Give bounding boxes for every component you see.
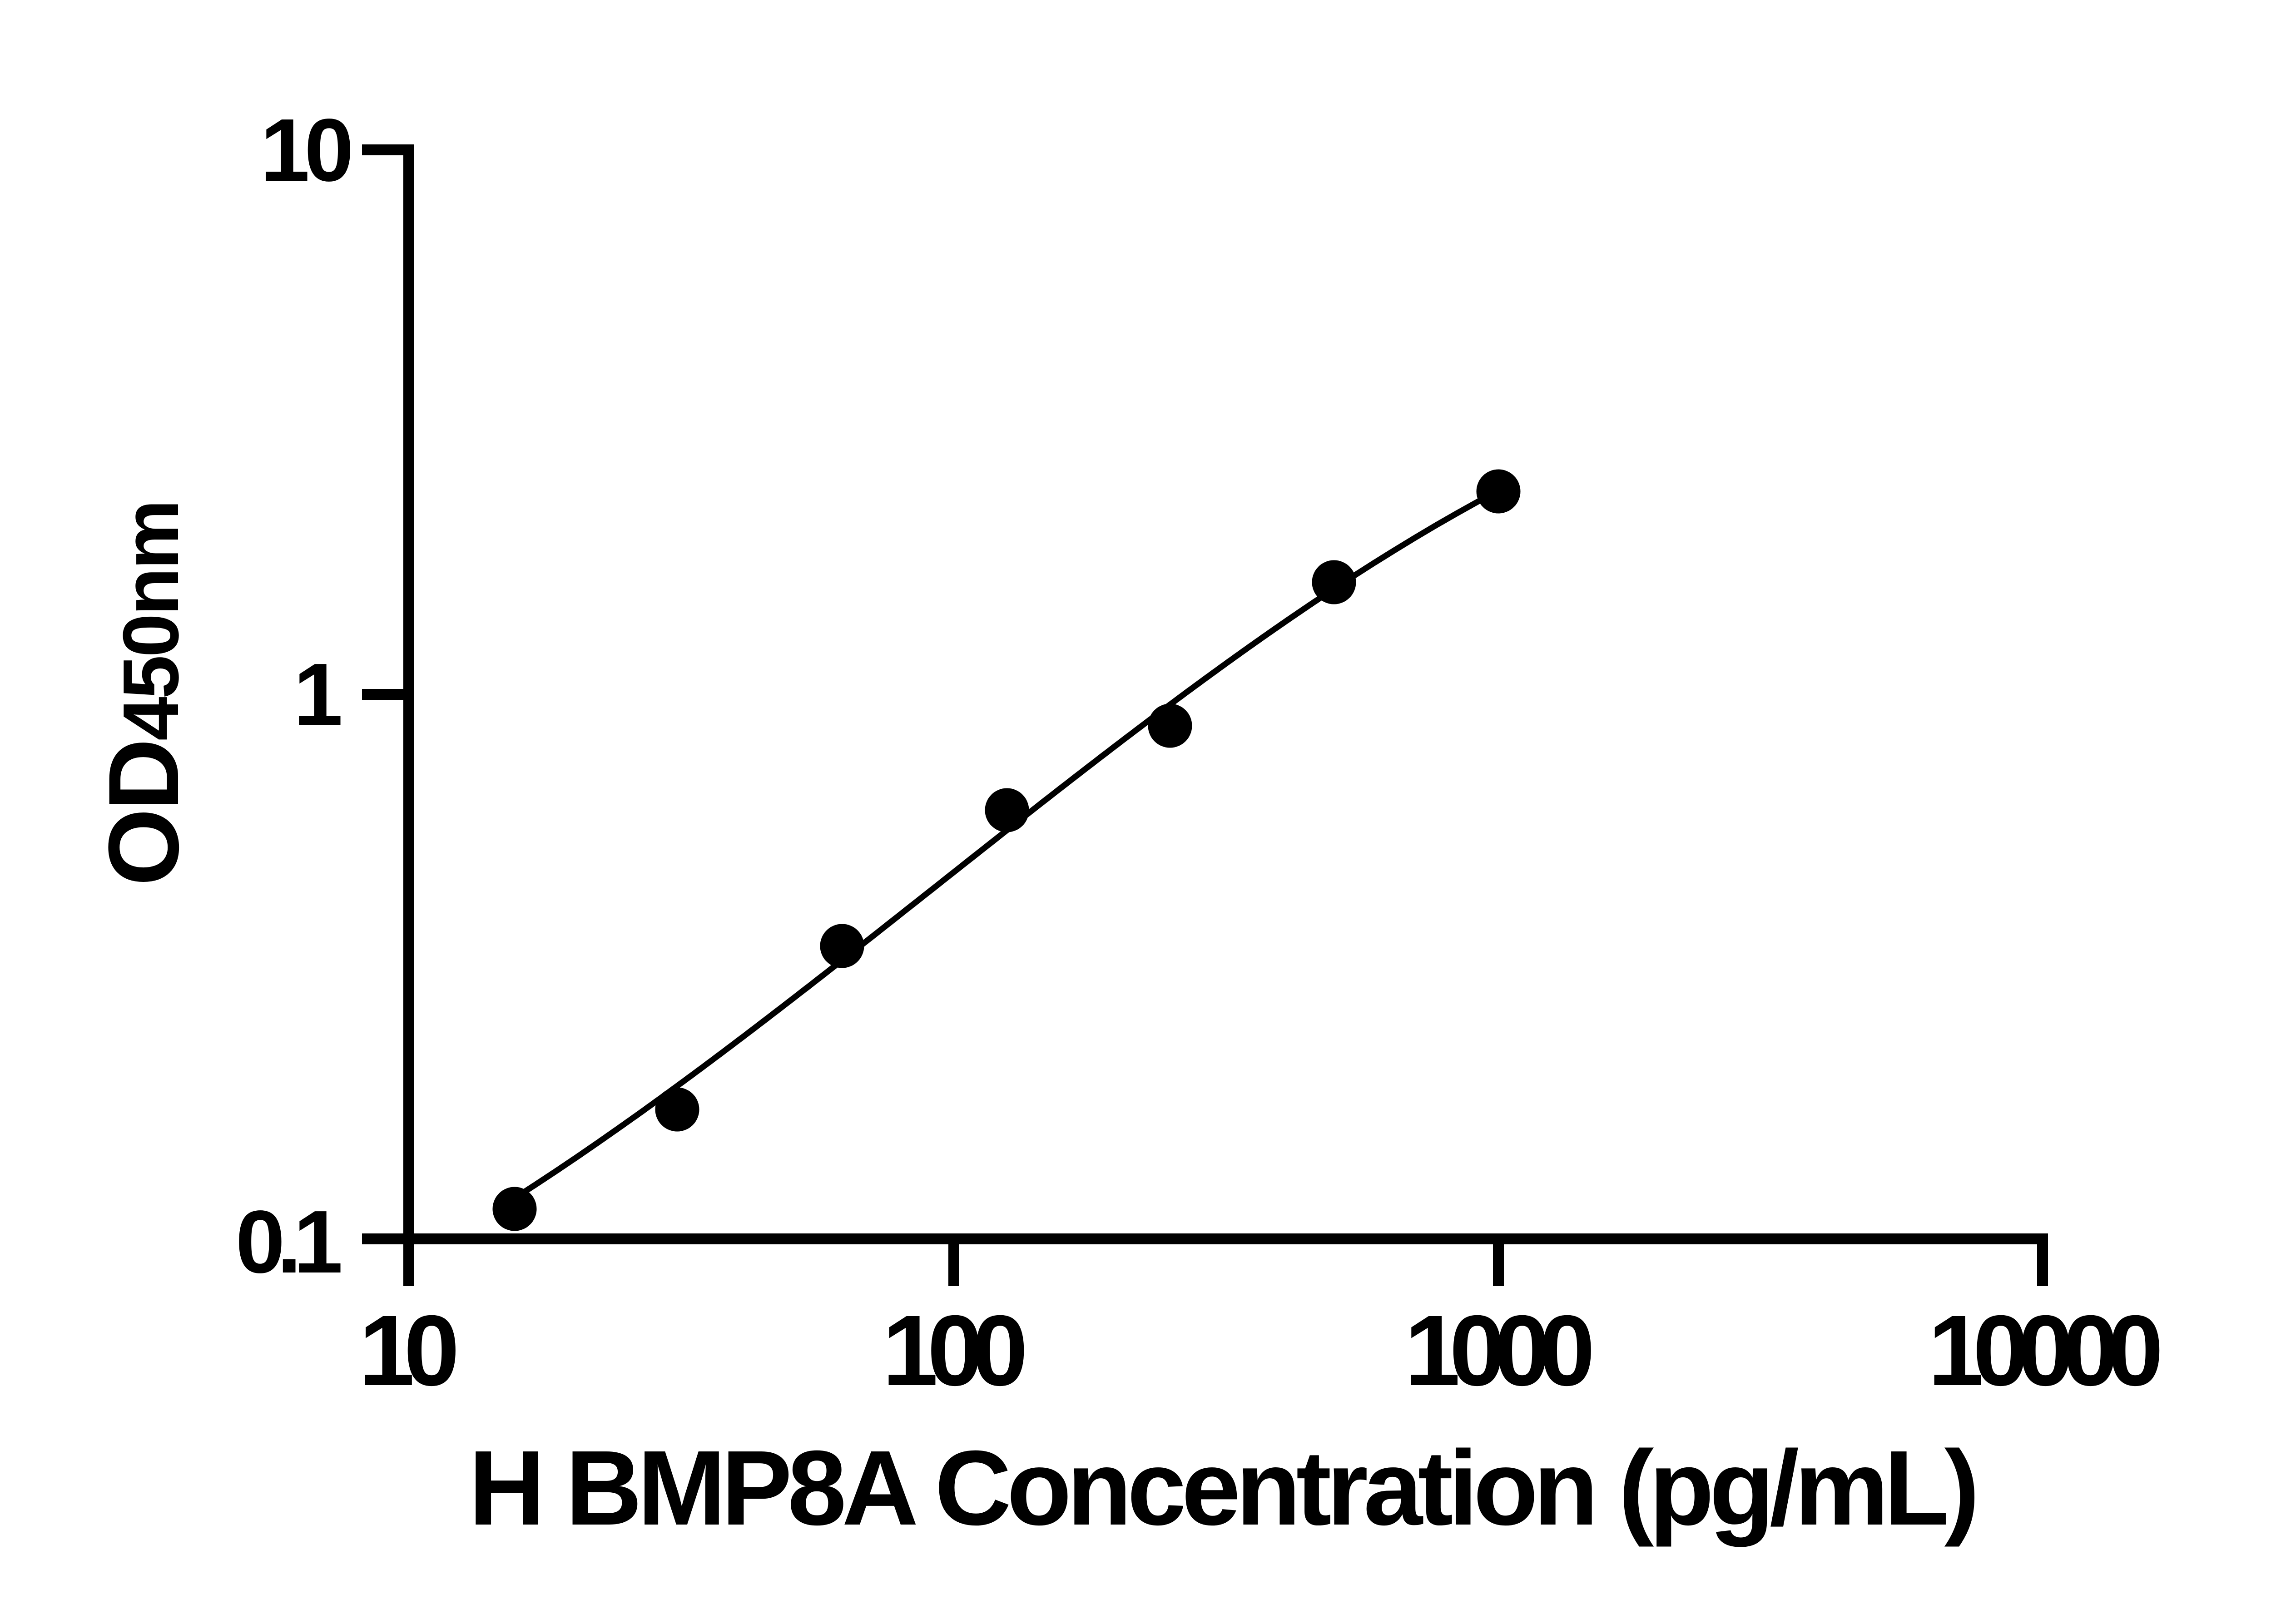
svg-text:OD450nm: OD450nm [88,502,199,886]
svg-text:10: 10 [260,100,350,200]
svg-text:0.1: 0.1 [236,1192,341,1292]
svg-text:100: 100 [883,1294,1024,1406]
svg-text:10: 10 [359,1294,456,1406]
svg-text:1000: 1000 [1404,1294,1591,1406]
svg-text:1: 1 [293,645,343,744]
svg-text:H BMP8A Concentration (pg/mL): H BMP8A Concentration (pg/mL) [469,1428,1975,1547]
svg-text:10000: 10000 [1928,1294,2160,1406]
